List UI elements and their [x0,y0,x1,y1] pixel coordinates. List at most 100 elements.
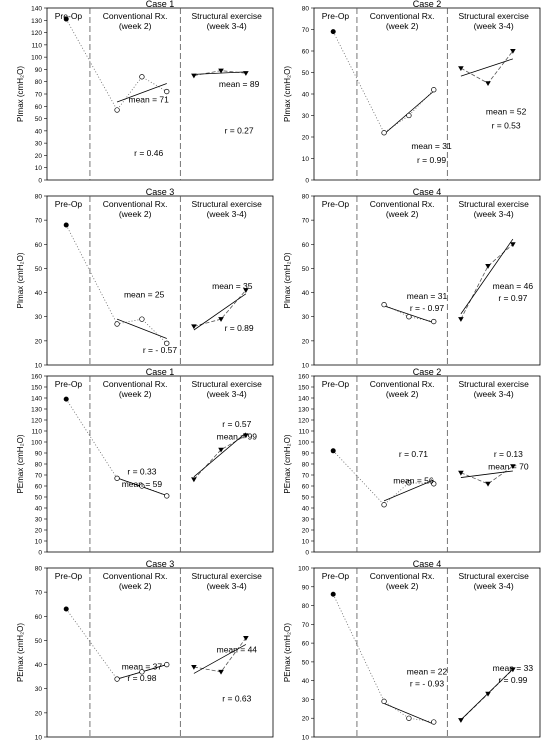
phase-label: (week 2) [119,209,152,219]
preop-point [63,222,69,228]
phase-label: (week 2) [119,21,152,31]
phase-label: (week 3-4) [474,581,514,591]
annotation: mean = 31 [411,141,452,151]
annotation: mean = 31 [407,291,448,301]
annotation: mean = 59 [122,479,163,489]
y-tick-label: 20 [35,528,43,535]
phase-label: (week 2) [386,581,419,591]
y-tick-label: 10 [302,363,310,370]
phase-label: Pre-Op [55,571,83,581]
conventional-point [431,87,437,93]
y-tick-label: 60 [302,242,310,249]
y-tick-label: 50 [302,70,310,77]
y-tick-label: 30 [302,697,310,704]
panel-title: Case 4 [413,559,442,569]
structural-point [218,669,224,675]
y-tick-label: 160 [298,374,309,381]
y-tick-label: 80 [35,566,43,573]
structural-point [218,68,224,74]
structural-point [191,324,197,330]
annotation: mean = 71 [128,95,169,105]
y-tick-label: 150 [298,385,309,392]
y-tick-label: 10 [35,539,43,546]
phase-label: Structural exercise [191,11,262,21]
conventional-point [139,316,145,322]
y-tick-label: 10 [302,539,310,546]
conventional-point [164,661,170,668]
y-tick-label: 40 [35,662,43,669]
y-tick-label: 10 [35,363,43,370]
regression-line [193,293,247,331]
y-tick-label: 70 [302,218,310,225]
plot-frame [46,195,274,366]
panel-title: Case 3 [146,187,175,197]
panel-title: Case 2 [413,367,442,377]
y-tick-label: 90 [302,451,310,458]
phase-label: (week 3-4) [207,581,247,591]
structural-dashed [193,637,247,673]
y-tick-label: 40 [302,92,310,99]
phase-label: Pre-Op [322,199,350,209]
regression-line [193,71,246,75]
phase-label: Conventional Rx. [103,199,168,209]
regression-line [116,83,167,103]
phase-label: Conventional Rx. [370,199,435,209]
y-tick-label: 60 [302,484,310,491]
conventional-point [406,112,412,119]
preop-point [63,16,69,22]
phase-label: (week 3-4) [474,389,514,399]
structural-point [510,464,516,469]
conventional-point [431,719,437,725]
y-tick-label: 30 [302,314,310,321]
structural-dashed [193,435,247,480]
structural-point [510,667,516,673]
preop-point [330,591,336,597]
y-tick-label: 40 [302,506,310,513]
structural-point [243,71,249,76]
conventional-point [139,483,145,489]
regression-line [460,238,514,315]
panel-title: Case 2 [413,0,442,9]
annotation: r = 0.63 [222,694,251,704]
regression-line [193,432,247,478]
phase-label: Conventional Rx. [103,379,168,389]
y-tick-label: 10 [35,735,43,741]
phase-label: Conventional Rx. [370,11,435,21]
structural-point [458,718,464,723]
preop-point [63,606,69,612]
phase-label: (week 2) [386,21,419,31]
conventional-point [406,715,412,721]
y-tick-label: 100 [31,55,42,62]
y-tick-label: 70 [35,92,43,99]
structural-point [191,477,197,483]
structural-point [485,81,491,87]
y-axis-label: PEmax (cmH₂O) [16,623,25,682]
y-tick-label: 90 [302,584,310,591]
conventional-point [381,301,387,308]
annotation: mean = 44 [217,645,258,655]
structural-point [485,481,491,487]
phase-label: (week 2) [386,209,419,219]
plot-frame [313,567,541,738]
y-tick-label: 80 [35,79,43,86]
y-tick-label: 30 [35,314,43,321]
y-tick-label: 50 [302,266,310,273]
y-tick-label: 40 [302,290,310,297]
conventional-point [114,321,120,327]
y-tick-label: 0 [38,550,42,557]
annotation: r = 0.89 [225,323,254,333]
y-tick-label: 150 [31,385,42,392]
phase-label: Structural exercise [191,199,262,209]
y-tick-label: 100 [298,566,309,573]
phase-label: Structural exercise [191,571,262,581]
conventional-point [139,669,145,675]
panel-title: Case 1 [146,367,175,377]
y-tick-label: 80 [302,6,310,13]
structural-point [191,664,197,670]
y-tick-label: 140 [31,396,42,403]
y-axis-label: PEmax (cmH₂O) [16,434,25,493]
conventional-point [381,502,387,508]
y-tick-label: 40 [35,290,43,297]
y-tick-label: 10 [302,156,310,163]
structural-point [243,288,249,293]
